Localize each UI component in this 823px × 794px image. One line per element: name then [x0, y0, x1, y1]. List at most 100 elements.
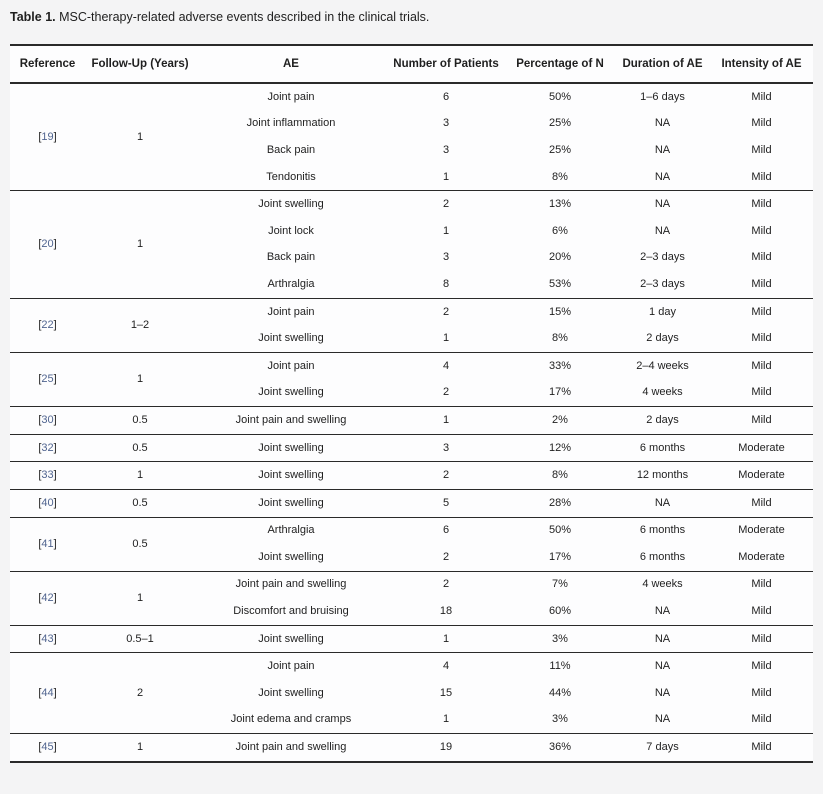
reference-link[interactable]: 25 [41, 373, 54, 386]
reference-link[interactable]: 33 [41, 469, 54, 482]
followup-cell: 1 [136, 130, 144, 143]
patients-cell: 2 [442, 578, 450, 591]
duration-cell: 2–4 weeks [636, 359, 689, 372]
percentage-cell: 12% [548, 441, 572, 454]
table-row: [45] 1 Joint pain and swelling 19 36% 7 days M… [10, 734, 813, 762]
adverse-events-table: Reference Follow-Up (Years) AE Number of… [10, 44, 813, 763]
table-row: [41] 0.5 Arthralgia 6 50% 6 months Moderate [10, 517, 813, 549]
ae-cell: Joint pain and swelling [235, 578, 347, 591]
reference-bracket-open: [ [38, 496, 42, 509]
reference-cell: [22] [10, 298, 85, 352]
table-row: [25] 1 Joint pain 4 33% 2–4 weeks Mild [10, 352, 813, 385]
duration-cell: 7 days [646, 741, 679, 754]
ae-cell: Tendonitis [266, 170, 316, 183]
percentage-cell: 33% [548, 359, 572, 372]
patients-cell: 4 [442, 359, 450, 372]
table-group: [44] 2 Joint pain 4 11% NA Mild Joint swelling 1… [10, 652, 813, 734]
reference-cell: [43] [10, 625, 85, 653]
table-group: [40] 0.5 Joint swelling 5 28% NA Mild [10, 489, 813, 517]
table-row: [22] 1–2 Joint pain 2 15% 1 day Mild [10, 298, 813, 331]
intensity-cell: Mild [751, 224, 772, 237]
reference-bracket-close: ] [53, 496, 57, 509]
reference-link[interactable]: 30 [41, 413, 54, 426]
table-group: [42] 1 Joint pain and swelling 2 7% 4 weeks Mi… [10, 571, 813, 625]
intensity-cell: Mild [751, 305, 772, 318]
reference-bracket-close: ] [53, 413, 57, 426]
column-header-duration-of-ae: Duration of AE [615, 45, 710, 84]
reference-cell: [30] [10, 407, 85, 435]
duration-cell: 6 months [639, 441, 686, 454]
reference-cell: [33] [10, 462, 85, 490]
patients-cell: 1 [442, 713, 450, 726]
ae-cell: Discomfort and bruising [233, 605, 349, 618]
ae-cell: Joint pain and swelling [235, 413, 347, 426]
table-row: Joint swelling 1 8% 2 days Mild [10, 325, 813, 352]
percentage-cell: 25% [548, 117, 572, 130]
table-row: Back pain 3 20% 2–3 days Mild [10, 245, 813, 272]
reference-bracket-close: ] [53, 591, 57, 604]
table-group: [20] 1 Joint swelling 2 13% NA Mild Joint lock 1… [10, 190, 813, 298]
reference-link[interactable]: 45 [41, 741, 54, 754]
reference-bracket-close: ] [53, 238, 57, 251]
percentage-cell: 7% [552, 578, 568, 591]
column-header-ae: AE [195, 45, 387, 84]
intensity-cell: Mild [751, 143, 772, 156]
duration-cell: NA [654, 605, 671, 618]
table-row: Joint lock 1 6% NA Mild [10, 218, 813, 245]
reference-bracket-open: [ [38, 741, 42, 754]
reference-link[interactable]: 43 [41, 632, 54, 645]
percentage-cell: 28% [548, 496, 572, 509]
column-header-reference: Reference [10, 45, 85, 84]
duration-cell: 2–3 days [640, 277, 685, 290]
reference-link[interactable]: 42 [41, 591, 54, 604]
table-row: Joint edema and cramps 1 3% NA Mild [10, 707, 813, 734]
followup-cell: 2 [136, 686, 144, 699]
duration-cell: 2 days [646, 413, 679, 426]
followup-cell: 1–2 [130, 318, 150, 331]
duration-cell: NA [654, 632, 671, 645]
ae-cell: Joint swelling [258, 550, 324, 563]
reference-bracket-close: ] [53, 741, 57, 754]
reference-cell: [44] [10, 653, 85, 734]
followup-cell: 0.5 [132, 537, 148, 550]
ae-cell: Joint pain [267, 660, 315, 673]
patients-cell: 15 [439, 686, 453, 699]
table-caption-label: Table 1. [10, 10, 56, 24]
reference-link[interactable]: 44 [41, 686, 54, 699]
reference-link[interactable]: 20 [41, 238, 54, 251]
reference-bracket-open: [ [38, 130, 42, 143]
reference-bracket-open: [ [38, 469, 42, 482]
duration-cell: NA [654, 224, 671, 237]
intensity-cell: Mild [751, 413, 772, 426]
reference-bracket-close: ] [53, 537, 57, 550]
reference-link[interactable]: 22 [41, 318, 54, 331]
reference-cell: [42] [10, 571, 85, 625]
intensity-cell: Mild [751, 632, 772, 645]
ae-cell: Joint edema and cramps [230, 713, 352, 726]
intensity-cell: Mild [751, 198, 772, 211]
patients-cell: 1 [442, 170, 450, 183]
reference-link[interactable]: 40 [41, 496, 54, 509]
reference-bracket-open: [ [38, 318, 42, 331]
reference-bracket-open: [ [38, 537, 42, 550]
duration-cell: NA [654, 198, 671, 211]
reference-link[interactable]: 19 [41, 130, 54, 143]
duration-cell: 4 weeks [642, 578, 683, 591]
intensity-cell: Mild [751, 277, 772, 290]
table-group: [33] 1 Joint swelling 2 8% 12 months Moderate [10, 461, 813, 490]
reference-link[interactable]: 32 [41, 441, 54, 454]
reference-link[interactable]: 41 [41, 537, 54, 550]
duration-cell: NA [654, 660, 671, 673]
reference-bracket-close: ] [53, 632, 57, 645]
intensity-cell: Mild [751, 578, 772, 591]
percentage-cell: 36% [548, 741, 572, 754]
column-header-percentage-of-n: Percentage of N [505, 45, 615, 84]
followup-cell: 0.5 [132, 441, 148, 454]
duration-cell: 6 months [639, 550, 686, 563]
patients-cell: 3 [442, 441, 450, 454]
intensity-cell: Mild [751, 741, 772, 754]
reference-bracket-close: ] [53, 469, 57, 482]
reference-cell: [45] [10, 734, 85, 762]
patients-cell: 4 [442, 660, 450, 673]
followup-cell: 1 [136, 591, 144, 604]
